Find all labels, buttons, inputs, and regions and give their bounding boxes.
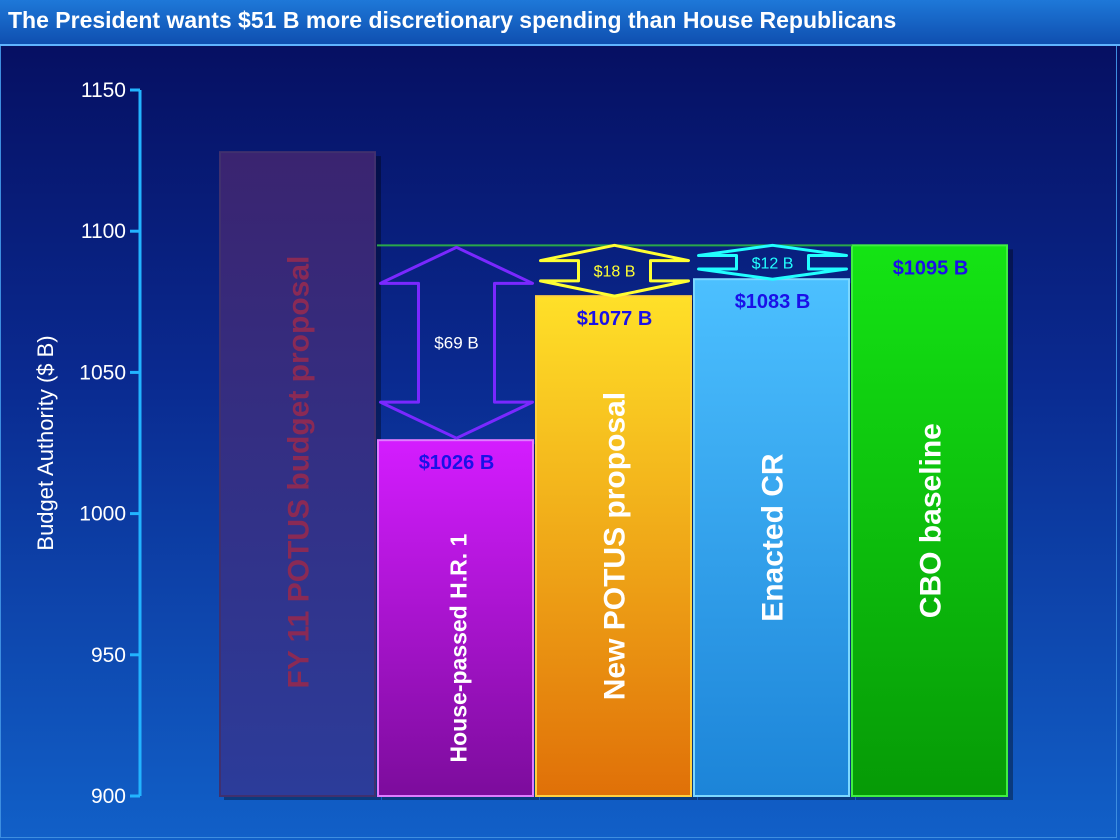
y-tick-label: 1150 [81,79,126,102]
bar [693,278,850,797]
bar [219,151,376,798]
y-axis-title: Budget Authority ($ B) [33,335,58,550]
chart-title: The President wants $51 B more discretio… [8,7,897,33]
bar-value-label: $1083 B [735,291,811,313]
bar-category-label: FY 11 POTUS budget proposal [283,256,316,689]
bar-category-label: CBO baseline [915,423,948,618]
y-tick-label: 950 [91,644,126,667]
bar-category-label: Enacted CR [757,453,790,622]
bar [535,295,692,797]
gap-label: $12 B [752,255,794,272]
bar-category-label: New POTUS proposal [599,392,632,700]
y-tick-label: 1050 [79,361,126,384]
gap-arrow [539,243,690,298]
y-tick-label: 1100 [81,220,126,243]
bar [377,439,534,797]
y-tick-label: 900 [91,785,126,808]
gap-label: $69 B [434,334,478,353]
gap-arrow [697,243,848,281]
bar-value-label: $1026 B [419,452,495,474]
bar-value-label: $1077 B [577,308,653,330]
bar-category-label: House-passed H.R. 1 [446,533,472,762]
gap-arrow [379,245,534,440]
bar-value-label: $1095 B [893,257,969,279]
bar [851,244,1008,797]
gap-label: $18 B [594,264,636,281]
y-tick-label: 1000 [79,503,126,526]
title-bar: The President wants $51 B more discretio… [0,0,1120,46]
